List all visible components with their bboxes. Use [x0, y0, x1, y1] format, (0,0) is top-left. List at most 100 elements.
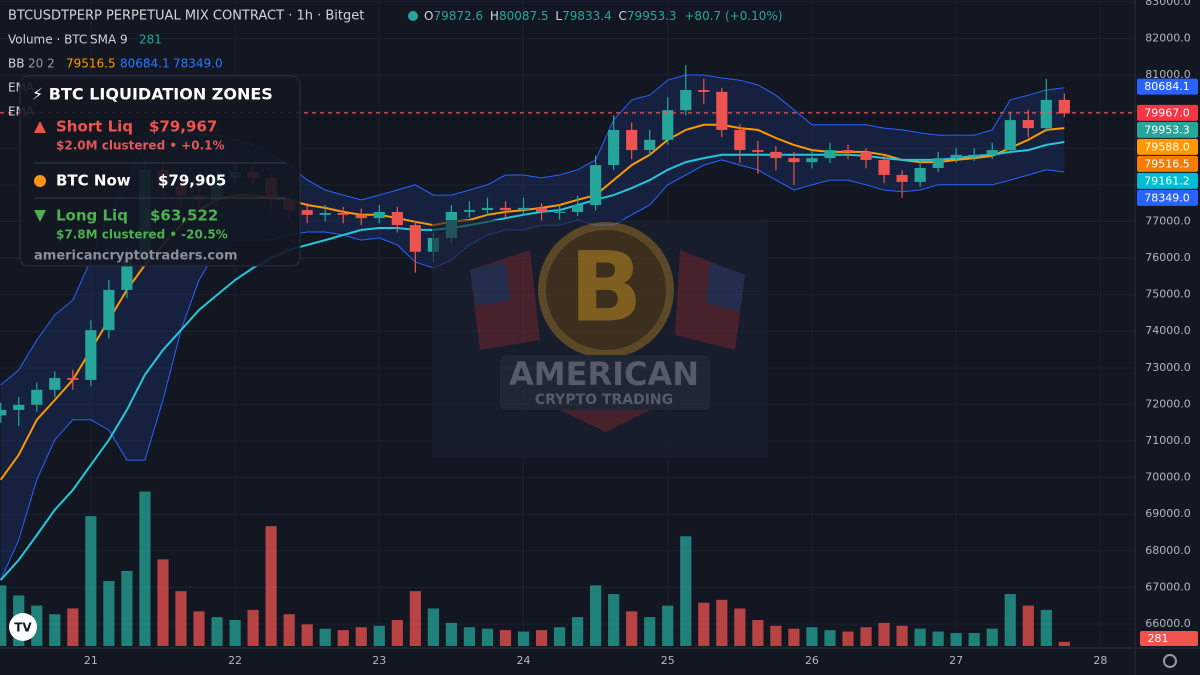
- y-tick-label: 77000.0: [1145, 214, 1191, 227]
- volume-bar: [373, 625, 385, 646]
- symbol-title: BTCUSDTPERP PERPETUAL MIX CONTRACT · 1h …: [8, 9, 364, 24]
- volume-bar: [914, 628, 926, 646]
- candle-body: [463, 210, 476, 212]
- volume-bar: [752, 620, 764, 646]
- y-tick-label: 75000.0: [1145, 288, 1191, 301]
- o-label: O: [424, 9, 433, 23]
- price-tag: [1137, 121, 1198, 138]
- ohlc-values: O79872.6 H80087.5 L79833.4 C79953.3 +80.…: [424, 9, 783, 23]
- volume-bar: [391, 620, 403, 646]
- long-value: $63,522: [150, 207, 218, 225]
- price-tag: [1137, 104, 1198, 121]
- y-tick-label: 70000.0: [1145, 471, 1191, 484]
- volume-bar: [121, 570, 133, 646]
- volume-bar: [409, 591, 421, 646]
- price-tag: [1137, 138, 1198, 155]
- candle-body: [535, 207, 548, 212]
- volume-bar: [265, 526, 277, 646]
- candle-body: [896, 174, 908, 182]
- volume-bar: [319, 628, 331, 646]
- candle-body: [788, 158, 800, 163]
- volume-tag: [1140, 631, 1198, 646]
- candle-body: [716, 91, 728, 130]
- coin-symbol: B: [569, 231, 642, 343]
- volume-bar: [67, 608, 79, 646]
- y-tick-label: 83000.0: [1145, 0, 1191, 8]
- volume-bar: [283, 614, 295, 646]
- flag-left-canton: [470, 262, 510, 306]
- bb-basis: 79516.5: [66, 57, 116, 71]
- volume-bar: [968, 633, 980, 646]
- candle-body: [355, 214, 367, 219]
- volume-bar: [103, 581, 115, 646]
- h-label: H: [490, 9, 499, 23]
- y-tick-label: 71000.0: [1145, 434, 1191, 447]
- volume-bar: [806, 627, 818, 646]
- x-tick-label: 23: [372, 654, 386, 667]
- long-detail: $7.8M clustered • -20.5%: [56, 228, 228, 242]
- candle-body: [842, 150, 854, 152]
- price-tag-label: 80684.1: [1144, 80, 1190, 93]
- candle-body: [373, 211, 385, 219]
- watermark-subtitle: CRYPTO TRADING: [535, 392, 673, 408]
- volume-bar: [247, 609, 259, 646]
- candle-body: [121, 259, 133, 290]
- volume-label: Volume · BTC: [8, 33, 87, 47]
- candle-body: [0, 409, 7, 416]
- candle-body: [806, 158, 818, 163]
- volume-sma-value: 281: [139, 33, 162, 47]
- volume-bar: [860, 627, 872, 646]
- x-tick-label: 28: [1093, 654, 1107, 667]
- candle-body: [1058, 99, 1070, 114]
- volume-bar: [662, 605, 674, 646]
- logo-circle: [9, 613, 37, 641]
- candle-body: [85, 330, 97, 380]
- volume-bar: [445, 622, 457, 646]
- candle-body: [13, 404, 25, 410]
- volume-bar: [193, 611, 205, 646]
- panel-bg: [19, 75, 301, 267]
- candle-body: [950, 154, 962, 159]
- settings-icon[interactable]: [1163, 654, 1177, 668]
- candle-body: [968, 154, 980, 156]
- volume-bar: [716, 599, 728, 646]
- candle-body: [31, 389, 43, 405]
- indicator-line: [0, 141, 1065, 581]
- volume-bar: [337, 630, 349, 646]
- volume-bar: [139, 491, 151, 646]
- candle-body: [590, 165, 602, 205]
- h-value: 80087.5: [499, 9, 549, 23]
- candle-body: [49, 378, 61, 390]
- volume-bar: [824, 630, 836, 646]
- price-tag: [1137, 155, 1198, 172]
- volume-bar: [734, 608, 746, 646]
- site-url: americancryptotraders.com: [34, 249, 238, 264]
- candle-body: [824, 150, 836, 159]
- candle-body: [698, 90, 710, 92]
- volume-bar: [788, 628, 800, 646]
- now-dot: [34, 175, 46, 187]
- volume-tag-label: 281: [1148, 632, 1169, 645]
- volume-bar: [85, 516, 97, 646]
- shield-tip: [560, 410, 650, 432]
- candle-body: [1022, 120, 1034, 129]
- volume-bar: [1058, 641, 1070, 646]
- price-tag-label: 79953.3: [1144, 123, 1190, 136]
- volume-bar: [49, 614, 61, 646]
- logo-mark: TV: [14, 621, 32, 635]
- volume-bar: [590, 585, 602, 646]
- change: +80.7 (+0.10%): [684, 9, 782, 23]
- now-value: $79,905: [158, 172, 226, 190]
- volume-bar: [608, 594, 620, 646]
- candle-body: [517, 207, 530, 211]
- volume-bar: [535, 630, 548, 646]
- volume-sma: SMA 9: [90, 33, 128, 47]
- flag-right-canton: [706, 262, 745, 312]
- volume-bar: [175, 591, 187, 646]
- candle-body: [301, 210, 313, 215]
- candle-body: [1040, 99, 1052, 129]
- volume-bar: [355, 627, 367, 646]
- price-tag-label: 79967.0: [1144, 106, 1190, 119]
- panel-title: ⚡ BTC LIQUIDATION ZONES: [32, 85, 273, 104]
- y-tick-label: 66000.0: [1145, 617, 1191, 630]
